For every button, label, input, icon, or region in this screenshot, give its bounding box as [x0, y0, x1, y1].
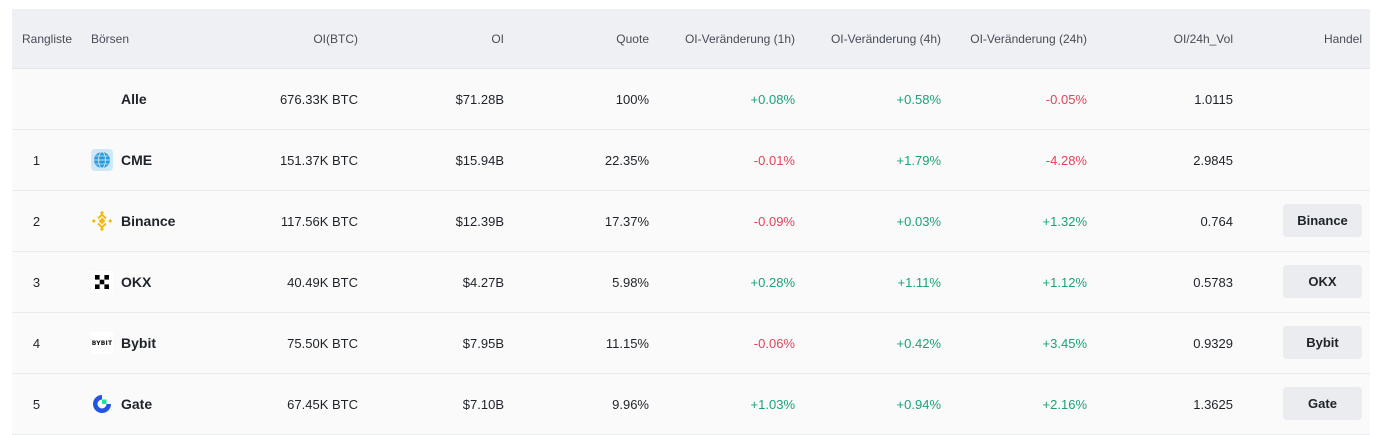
- table-row: 2 Binance 117.56K BTC $12.39B: [12, 191, 1370, 252]
- exchange-name: Gate: [121, 396, 153, 412]
- change-24h-value: -4.28%: [1045, 152, 1087, 168]
- oi-btc-value: 117.56K BTC: [280, 213, 358, 229]
- exchange-cell[interactable]: BYBIT Bybit: [91, 313, 251, 373]
- rank-value: 1: [32, 152, 41, 168]
- table-header: Rangliste Börsen OI(BTC) OI Quote OI-Ver…: [12, 9, 1370, 69]
- rank-value: 5: [32, 396, 41, 412]
- trade-okx-button[interactable]: OKX: [1283, 265, 1362, 298]
- exchange-cell[interactable]: OKX: [91, 252, 251, 312]
- open-interest-table: Rangliste Börsen OI(BTC) OI Quote OI-Ver…: [12, 9, 1370, 435]
- quote-value: 17.37%: [604, 213, 649, 229]
- oi-value: $15.94B: [455, 152, 504, 168]
- oi-value: $12.39B: [455, 213, 504, 229]
- exchange-name: OKX: [121, 274, 152, 290]
- gate-logo-icon: [91, 393, 113, 415]
- exchange-name: Binance: [121, 213, 176, 229]
- change-24h-value: +3.45%: [1042, 335, 1087, 351]
- oi-vol-value: 1.3625: [1193, 396, 1233, 412]
- change-4h-value: +0.03%: [896, 213, 941, 229]
- header-change-1h[interactable]: OI-Veränderung (1h): [684, 31, 795, 46]
- rank-value: 3: [32, 274, 41, 290]
- change-1h-value: -0.01%: [753, 152, 795, 168]
- trade-binance-button[interactable]: Binance: [1283, 204, 1362, 237]
- oi-vol-value: 0.5783: [1193, 274, 1233, 290]
- change-1h-value: +0.08%: [750, 91, 795, 107]
- oi-value: $7.10B: [462, 396, 504, 412]
- exchange-cell[interactable]: Gate: [91, 374, 251, 434]
- quote-value: 11.15%: [605, 335, 649, 351]
- header-rank[interactable]: Rangliste: [21, 31, 73, 46]
- quote-value: 9.96%: [612, 396, 649, 412]
- okx-logo-icon: [91, 271, 113, 293]
- header-exchange: Börsen: [91, 31, 130, 46]
- oi-value: $4.27B: [462, 274, 504, 290]
- exchange-cell[interactable]: CME: [91, 130, 251, 190]
- table-row-total: Alle 676.33K BTC $71.28B 100% +0.08% +0.…: [12, 69, 1370, 130]
- table-row: 4 BYBIT Bybit 75.50K BTC $7.95B 11.15% -…: [12, 313, 1370, 374]
- header-oi-vol[interactable]: OI/24h_Vol: [1173, 31, 1233, 46]
- cme-globe-icon: [91, 149, 113, 171]
- change-4h-value: +1.11%: [897, 274, 942, 290]
- header-oi-btc[interactable]: OI(BTC): [313, 31, 358, 46]
- oi-btc-value: 151.37K BTC: [279, 152, 358, 168]
- trade-bybit-button[interactable]: Bybit: [1283, 326, 1362, 359]
- exchange-name: Alle: [121, 91, 147, 107]
- table-row: 3 OKX 40.49K BTC $4.27B 5.98% +0.28%: [12, 252, 1370, 313]
- exchange-name: CME: [121, 152, 153, 168]
- oi-btc-value: 75.50K BTC: [287, 335, 358, 351]
- change-1h-value: -0.06%: [753, 335, 795, 351]
- rank-value: 4: [32, 335, 41, 351]
- exchange-name: Bybit: [121, 335, 156, 351]
- header-oi[interactable]: OI: [491, 31, 504, 46]
- header-change-24h[interactable]: OI-Veränderung (24h): [970, 31, 1087, 46]
- trade-gate-button[interactable]: Gate: [1283, 387, 1362, 420]
- exchange-cell: Alle: [91, 69, 251, 129]
- change-4h-value: +0.42%: [896, 335, 941, 351]
- change-24h-value: +1.32%: [1042, 213, 1087, 229]
- change-24h-value: +1.12%: [1042, 274, 1087, 290]
- quote-value: 22.35%: [604, 152, 649, 168]
- oi-vol-value: 2.9845: [1193, 152, 1233, 168]
- bybit-logo-icon: BYBIT: [91, 332, 113, 354]
- header-change-4h[interactable]: OI-Veränderung (4h): [830, 31, 941, 46]
- oi-vol-value: 0.9329: [1193, 335, 1233, 351]
- oi-value: $7.95B: [462, 335, 504, 351]
- oi-btc-value: 67.45K BTC: [287, 396, 358, 412]
- change-4h-value: +0.94%: [896, 396, 941, 412]
- placeholder-logo: [91, 88, 113, 110]
- change-1h-value: -0.09%: [753, 213, 795, 229]
- oi-value: $71.28B: [455, 91, 504, 107]
- header-quote[interactable]: Quote: [616, 31, 649, 46]
- oi-vol-value: 0.764: [1200, 213, 1233, 229]
- table-row: 5 Gate 67.45K BTC $7.10B 9.96% +1.03% +0…: [12, 374, 1370, 435]
- change-4h-value: +1.79%: [896, 152, 941, 168]
- bybit-logo-text: BYBIT: [91, 339, 113, 347]
- change-24h-value: -0.05%: [1045, 91, 1087, 107]
- oi-vol-value: 1.0115: [1194, 91, 1233, 107]
- change-1h-value: +0.28%: [750, 274, 795, 290]
- oi-btc-value: 676.33K BTC: [279, 91, 358, 107]
- exchange-cell[interactable]: Binance: [91, 191, 251, 251]
- oi-btc-value: 40.49K BTC: [287, 274, 358, 290]
- quote-value: 100%: [615, 91, 649, 107]
- binance-logo-icon: [91, 210, 113, 232]
- header-trade: Handel: [1323, 31, 1362, 46]
- change-1h-value: +1.03%: [750, 396, 795, 412]
- quote-value: 5.98%: [612, 274, 649, 290]
- change-4h-value: +0.58%: [896, 91, 941, 107]
- change-24h-value: +2.16%: [1042, 396, 1087, 412]
- rank-value: 2: [32, 213, 41, 229]
- table-row: 1 CME 151.37K BTC $15.94B 22.35% -0.01% …: [12, 130, 1370, 191]
